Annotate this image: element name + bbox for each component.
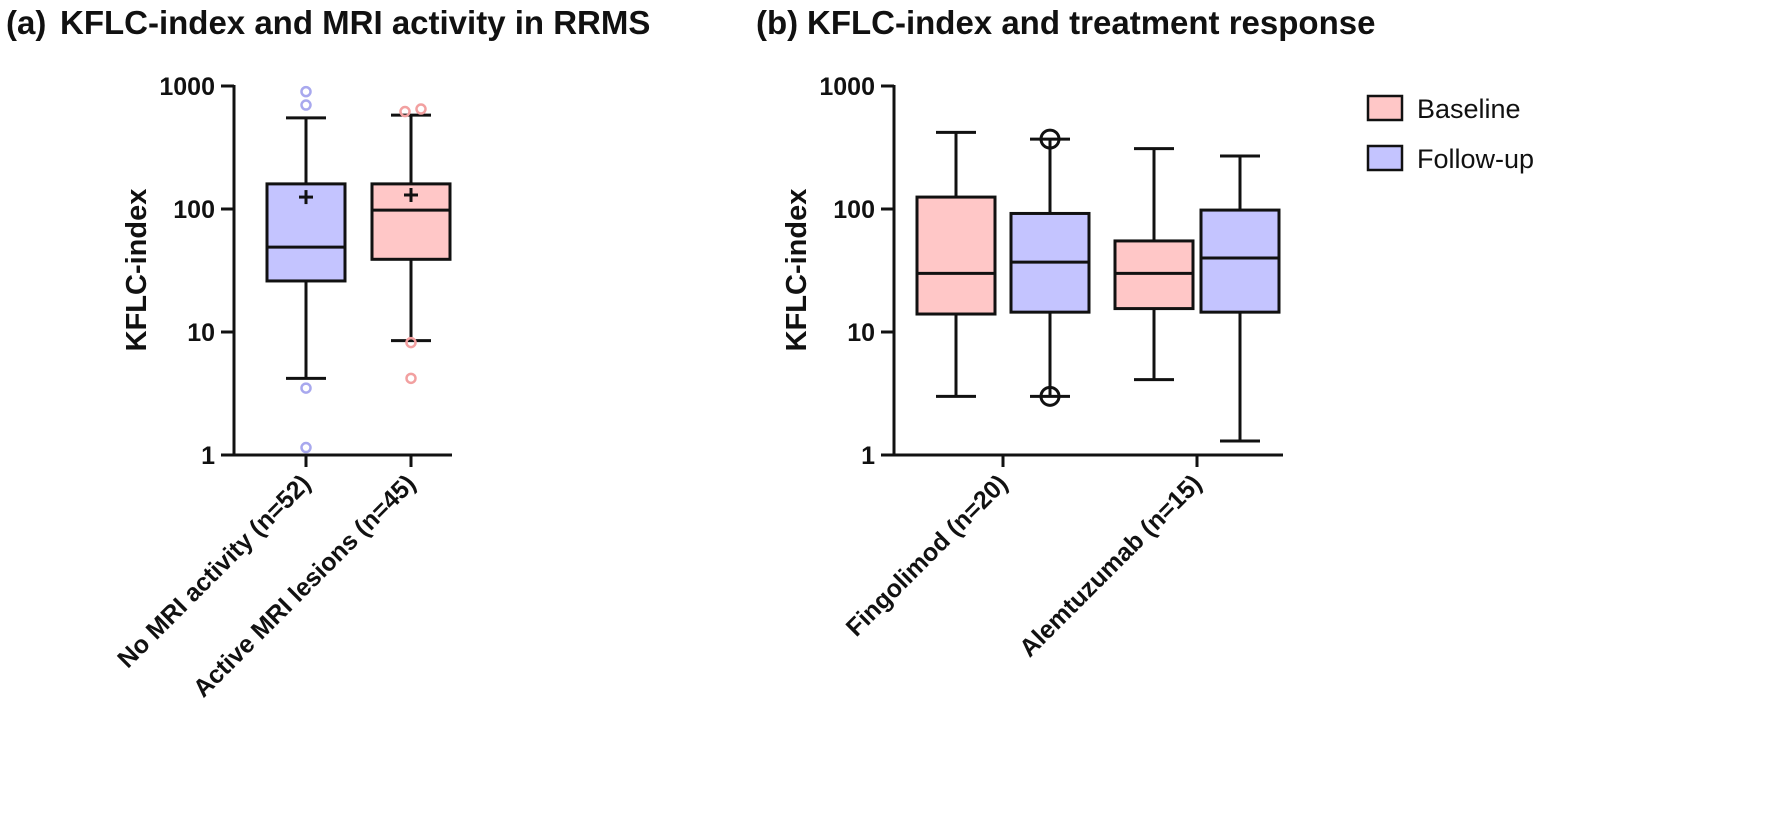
panel-a-y-tick-label: 1 — [201, 442, 215, 470]
panel-b-y-tick-label: 10 — [847, 319, 875, 347]
legend-swatch-baseline — [1366, 94, 1404, 122]
panel-b-label: (b) — [756, 4, 798, 41]
panel-b-category-label-fingolimod-n-20: Fingolimod (n=20) — [841, 469, 1014, 642]
panel-b-box-alemtuzumab-n-15-follow-up — [1199, 208, 1281, 314]
panel-a-box-active-mri-lesions-n-45-outlier — [399, 105, 411, 118]
panel-b-y-tick-label: 1 — [861, 442, 875, 470]
panel-a-y-tick-label: 1000 — [159, 73, 215, 101]
panel-b-ylabel: KFLC-index — [781, 189, 813, 352]
panel-a-title: KFLC-index and MRI activity in RRMS — [60, 4, 650, 41]
panel-b-y-tick-label: 100 — [833, 196, 875, 224]
panel-b-category-label-alemtuzumab-n-15: Alemtuzumab (n=15) — [1014, 469, 1207, 662]
legend-label-baseline: Baseline — [1417, 94, 1521, 124]
legend-swatch-follow-up — [1366, 144, 1404, 172]
panel-a-y-tick-label: 10 — [187, 319, 215, 347]
legend: Baseline Follow-up — [1366, 94, 1534, 174]
panel-a-y-tick-label: 100 — [173, 196, 215, 224]
panel-a-box-no-mri-activity-n-52-outlier — [300, 99, 312, 111]
panel-a-box-active-mri-lesions-n-45-outlier — [405, 336, 417, 349]
panel-b-box-fingolimod-n-20-baseline — [915, 195, 997, 316]
panel-b-title: KFLC-index and treatment response — [807, 4, 1375, 41]
panel-b-box-fingolimod-n-20-follow-up-outlier — [1039, 385, 1061, 407]
panel-b-box-fingolimod-n-20-follow-up-outlier — [1039, 128, 1061, 150]
plot-layer: 1 10 100 1000 No MRI activity (n=52)Active M… — [112, 73, 1283, 703]
panel-a-label: (a) — [6, 4, 46, 41]
panel-a-box-no-mri-activity-n-52-outlier — [300, 441, 312, 454]
panel-a-category-label-no-mri-activity-n-52: No MRI activity (n=52) — [112, 469, 316, 673]
legend-label-follow-up: Follow-up — [1417, 144, 1534, 174]
panel-a-box-active-mri-lesions-n-45-outlier — [405, 372, 417, 385]
panel-b-y-tick-label: 1000 — [819, 73, 875, 101]
panel-a-box-no-mri-activity-n-52-outlier — [300, 85, 312, 98]
panel-a-box-no-mri-activity-n-52-outlier — [300, 382, 312, 394]
panel-a-category-label-active-mri-lesions-n-45: Active MRI lesions (n=45) — [188, 469, 421, 702]
panel-a-box-active-mri-lesions-n-45-outlier — [415, 103, 427, 115]
panel-a-ylabel: KFLC-index — [121, 189, 153, 352]
